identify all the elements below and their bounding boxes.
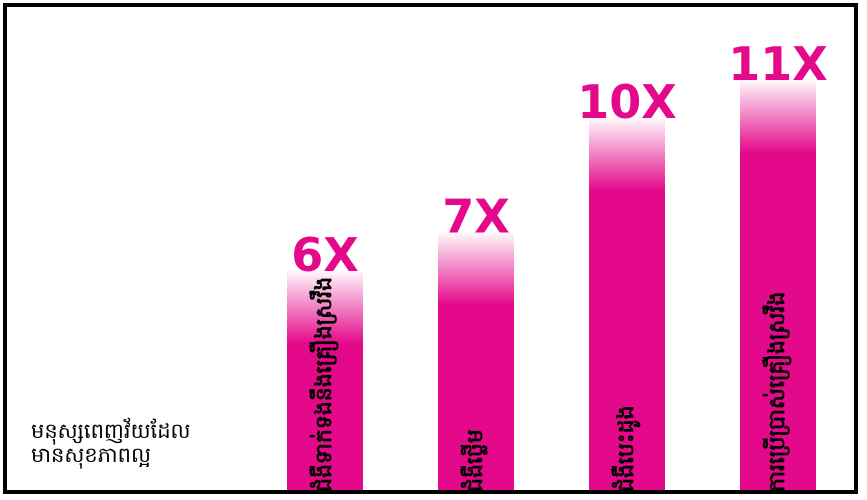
bar-2 xyxy=(438,230,514,490)
value-label-3: 10X xyxy=(577,75,676,129)
value-label-1: 6X xyxy=(291,228,358,282)
chart-frame: 6X ជំងឺទាក់ទងនឹងគ្រឿងស្រវឹង 7X ជំងឺថ្លើម 10X… xyxy=(3,3,858,494)
bar-4 xyxy=(740,78,816,490)
bar-chart: 6Xជំងឺទាក់ទងនឹងគ្រឿងស្រវឹង 7X ជំងឺថ្លើម 10X… xyxy=(287,37,828,492)
category-label-2: ជំងឺថ្លើម xyxy=(460,429,488,492)
baseline-label-line-2: មានសុខភាពល្អ xyxy=(31,443,151,467)
bar-1 xyxy=(287,268,363,490)
value-label-4: 11X xyxy=(728,37,827,91)
category-label-3: ជំងឺបេះដូង xyxy=(611,406,641,492)
category-label-1: ជំងឺទាក់ទងនឹងគ្រឿងស្រវឹង xyxy=(309,277,339,492)
category-label-4: ការប្រើប្រាស់គ្រឿងស្រវឹង xyxy=(762,292,792,492)
value-label-2: 7X xyxy=(442,190,509,244)
bar-3 xyxy=(589,116,665,490)
baseline-label: មនុស្សពេញវ័យដែល មានសុខភាពល្អ xyxy=(31,419,191,467)
baseline-label-line-1: មនុស្សពេញវ័យដែល xyxy=(31,419,191,443)
